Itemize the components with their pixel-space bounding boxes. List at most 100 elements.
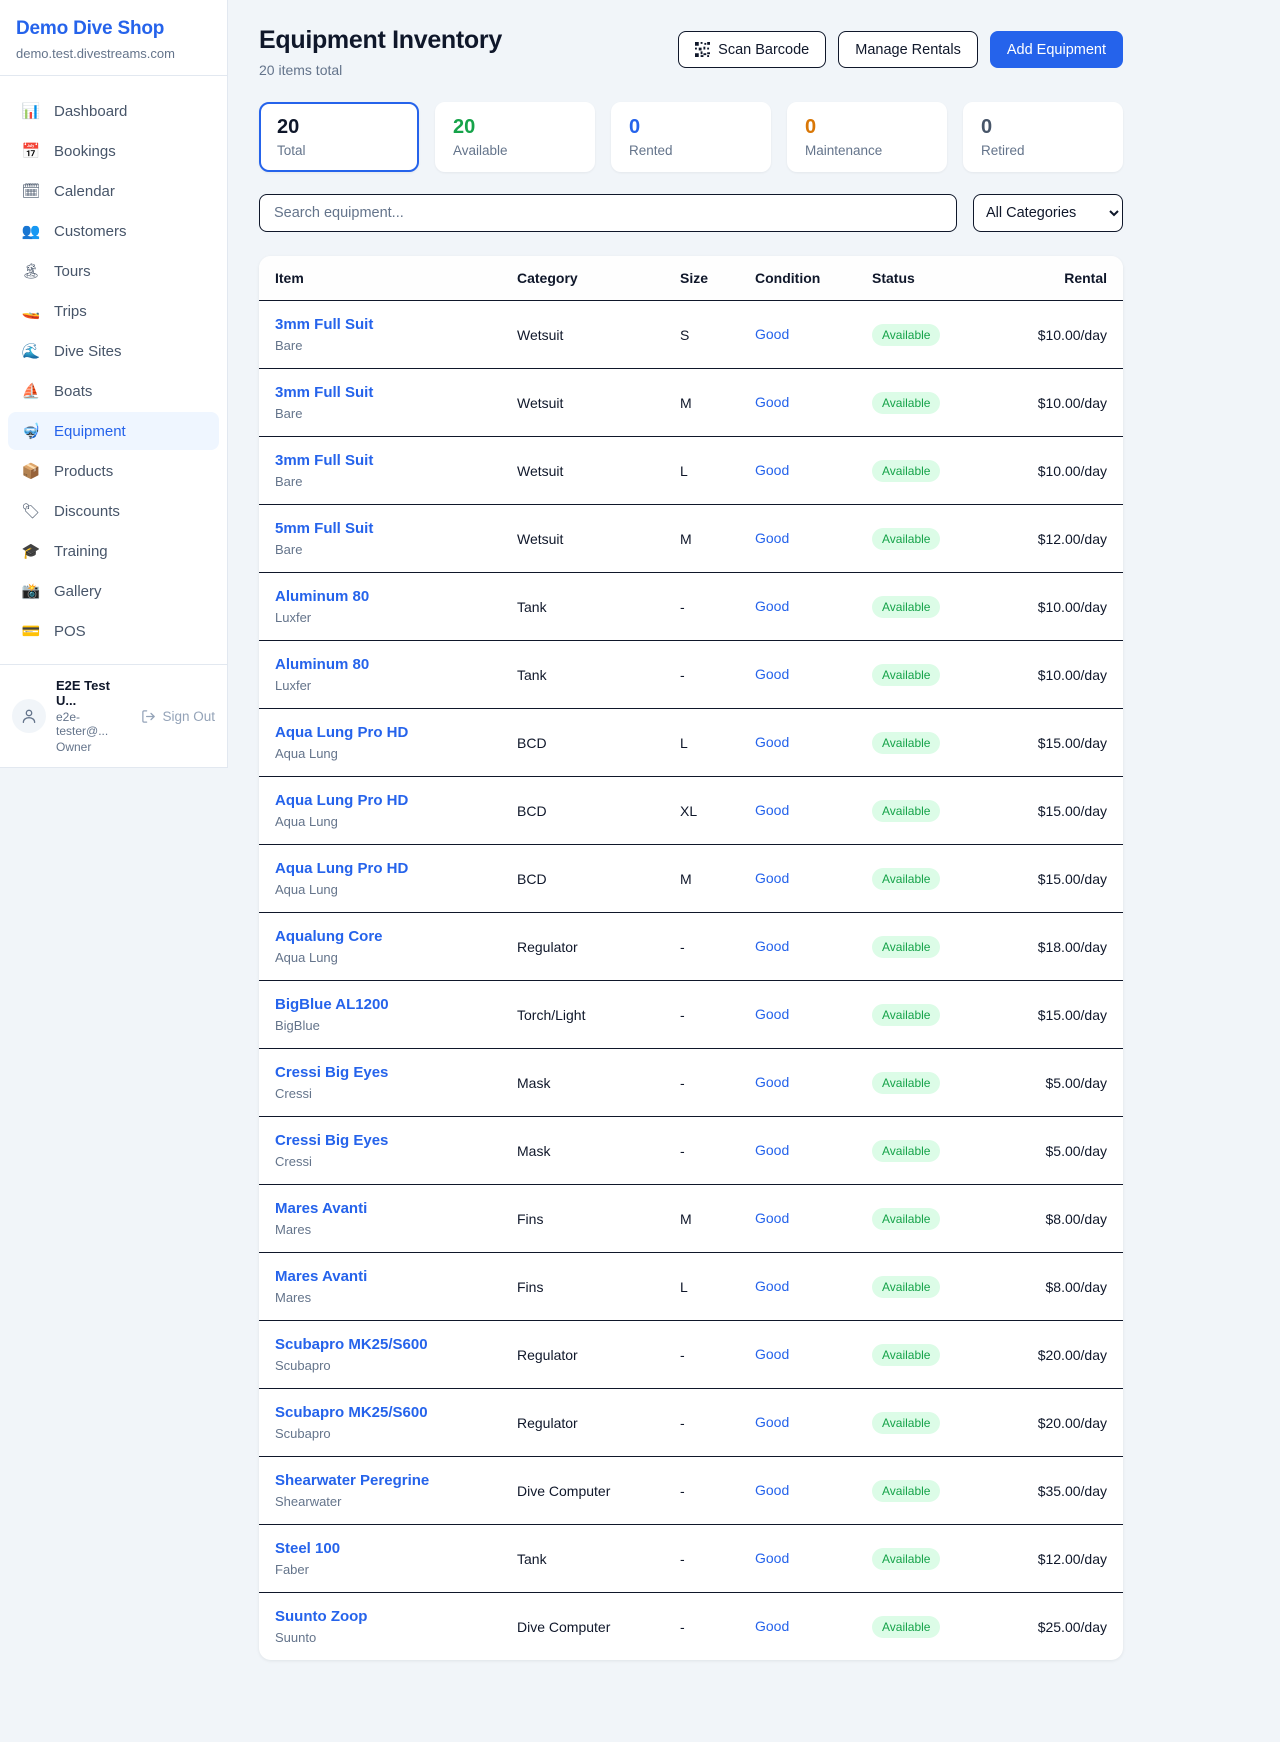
condition-link[interactable]: Good xyxy=(755,1549,790,1566)
item-name-link[interactable]: BigBlue AL1200 xyxy=(275,996,389,1013)
sidebar-item-icon: 🤿 xyxy=(21,423,41,440)
sidebar-item-pos[interactable]: 💳 POS xyxy=(8,612,219,650)
item-size: - xyxy=(672,1524,747,1593)
item-name-link[interactable]: Shearwater Peregrine xyxy=(275,1472,430,1489)
item-category: BCD xyxy=(509,776,672,845)
scan-barcode-button[interactable]: Scan Barcode xyxy=(678,31,827,68)
sidebar-item-tours[interactable]: 🏝 Tours xyxy=(8,252,219,290)
status-cell: Available xyxy=(864,572,1010,641)
condition-link[interactable]: Good xyxy=(755,1345,790,1362)
content: Equipment Inventory 20 items total Scan … xyxy=(259,26,1123,1660)
status-cell: Available xyxy=(864,844,1010,913)
item-name-link[interactable]: Aqualung Core xyxy=(275,928,383,945)
sidebar-item-calendar[interactable]: 🗓 Calendar xyxy=(8,172,219,210)
item-name-link[interactable]: Aluminum 80 xyxy=(275,656,370,673)
item-category: Wetsuit xyxy=(509,300,672,369)
condition-link[interactable]: Good xyxy=(755,1073,790,1090)
status-badge: Available xyxy=(872,527,941,550)
item-cell: Shearwater Peregrine Shearwater xyxy=(259,1456,509,1525)
item-brand: Aqua Lung xyxy=(275,746,338,761)
stat-card-rented[interactable]: 0 Rented xyxy=(611,102,771,172)
sidebar-item-boats[interactable]: ⛵ Boats xyxy=(8,372,219,410)
status-cell: Available xyxy=(864,1048,1010,1117)
add-equipment-button[interactable]: Add Equipment xyxy=(989,31,1123,68)
item-rental: $10.00/day xyxy=(1010,640,1123,709)
stat-card-maintenance[interactable]: 0 Maintenance xyxy=(787,102,947,172)
search-input[interactable] xyxy=(259,194,957,232)
condition-cell: Good xyxy=(747,980,864,1049)
item-brand: Mares xyxy=(275,1290,312,1305)
condition-link[interactable]: Good xyxy=(755,937,790,954)
condition-link[interactable]: Good xyxy=(755,1617,790,1634)
condition-link[interactable]: Good xyxy=(755,1005,790,1022)
sidebar-item-trips[interactable]: 🚤 Trips xyxy=(8,292,219,330)
status-cell: Available xyxy=(864,1252,1010,1321)
sidebar-item-products[interactable]: 📦 Products xyxy=(8,452,219,490)
condition-cell: Good xyxy=(747,1048,864,1117)
item-name-link[interactable]: 5mm Full Suit xyxy=(275,520,374,537)
stat-card-retired[interactable]: 0 Retired xyxy=(963,102,1123,172)
item-name-link[interactable]: Aqua Lung Pro HD xyxy=(275,860,409,877)
table-row: Cressi Big Eyes Cressi Mask - Good Avail… xyxy=(259,1116,1123,1185)
sidebar-item-gallery[interactable]: 📸 Gallery xyxy=(8,572,219,610)
item-name-link[interactable]: Cressi Big Eyes xyxy=(275,1132,389,1149)
header-actions: Scan Barcode Manage Rentals Add Equipmen… xyxy=(678,31,1123,68)
stat-card-available[interactable]: 20 Available xyxy=(435,102,595,172)
item-brand: Suunto xyxy=(275,1630,317,1645)
item-brand: Bare xyxy=(275,474,303,489)
condition-link[interactable]: Good xyxy=(755,1481,790,1498)
sign-out-button[interactable]: Sign Out xyxy=(141,709,215,724)
condition-link[interactable]: Good xyxy=(755,461,790,478)
sidebar-item-bookings[interactable]: 📅 Bookings xyxy=(8,132,219,170)
sidebar-item-customers[interactable]: 👥 Customers xyxy=(8,212,219,250)
item-name-link[interactable]: Aqua Lung Pro HD xyxy=(275,792,409,809)
item-name-link[interactable]: Aqua Lung Pro HD xyxy=(275,724,409,741)
item-rental: $5.00/day xyxy=(1010,1116,1123,1185)
condition-link[interactable]: Good xyxy=(755,393,790,410)
item-size: - xyxy=(672,640,747,709)
item-name-link[interactable]: Scubapro MK25/S600 xyxy=(275,1404,428,1421)
item-name-link[interactable]: Mares Avanti xyxy=(275,1200,368,1217)
condition-link[interactable]: Good xyxy=(755,733,790,750)
item-name-link[interactable]: 3mm Full Suit xyxy=(275,452,374,469)
condition-link[interactable]: Good xyxy=(755,1141,790,1158)
scan-barcode-label: Scan Barcode xyxy=(718,41,810,58)
table-row: Aluminum 80 Luxfer Tank - Good Available xyxy=(259,640,1123,709)
sidebar-item-dashboard[interactable]: 📊 Dashboard xyxy=(8,92,219,130)
item-cell: Steel 100 Faber xyxy=(259,1524,509,1593)
table-row: 5mm Full Suit Bare Wetsuit M Good Availa… xyxy=(259,504,1123,573)
condition-link[interactable]: Good xyxy=(755,1209,790,1226)
item-name-link[interactable]: Scubapro MK25/S600 xyxy=(275,1336,428,1353)
condition-link[interactable]: Good xyxy=(755,1277,790,1294)
condition-link[interactable]: Good xyxy=(755,597,790,614)
item-name-link[interactable]: 3mm Full Suit xyxy=(275,384,374,401)
item-name-link[interactable]: Steel 100 xyxy=(275,1540,341,1557)
col-status: Status xyxy=(864,256,1010,301)
item-brand: Aqua Lung xyxy=(275,814,338,829)
condition-link[interactable]: Good xyxy=(755,325,790,342)
item-name-link[interactable]: Suunto Zoop xyxy=(275,1608,368,1625)
condition-link[interactable]: Good xyxy=(755,529,790,546)
sidebar-item-label: Dive Sites xyxy=(54,342,122,360)
item-cell: Scubapro MK25/S600 Scubapro xyxy=(259,1388,509,1457)
item-name-link[interactable]: Mares Avanti xyxy=(275,1268,368,1285)
condition-link[interactable]: Good xyxy=(755,801,790,818)
sidebar-item-discounts[interactable]: 🏷 Discounts xyxy=(8,492,219,530)
category-select[interactable]: All Categories xyxy=(973,194,1123,232)
condition-link[interactable]: Good xyxy=(755,1413,790,1430)
item-brand: Faber xyxy=(275,1562,309,1577)
status-badge: Available xyxy=(872,595,941,618)
condition-link[interactable]: Good xyxy=(755,665,790,682)
item-name-link[interactable]: Cressi Big Eyes xyxy=(275,1064,389,1081)
sidebar-item-label: Calendar xyxy=(54,182,115,200)
condition-link[interactable]: Good xyxy=(755,869,790,886)
item-rental: $20.00/day xyxy=(1010,1388,1123,1457)
sidebar-item-equipment[interactable]: 🤿 Equipment xyxy=(8,412,219,450)
manage-rentals-button[interactable]: Manage Rentals xyxy=(838,31,978,68)
item-name-link[interactable]: Aluminum 80 xyxy=(275,588,370,605)
equipment-table-card: Item Category Size Condition Status Rent… xyxy=(259,256,1123,1660)
stat-card-total[interactable]: 20 Total xyxy=(259,102,419,172)
sidebar-item-training[interactable]: 🎓 Training xyxy=(8,532,219,570)
item-name-link[interactable]: 3mm Full Suit xyxy=(275,316,374,333)
sidebar-item-dive-sites[interactable]: 🌊 Dive Sites xyxy=(8,332,219,370)
